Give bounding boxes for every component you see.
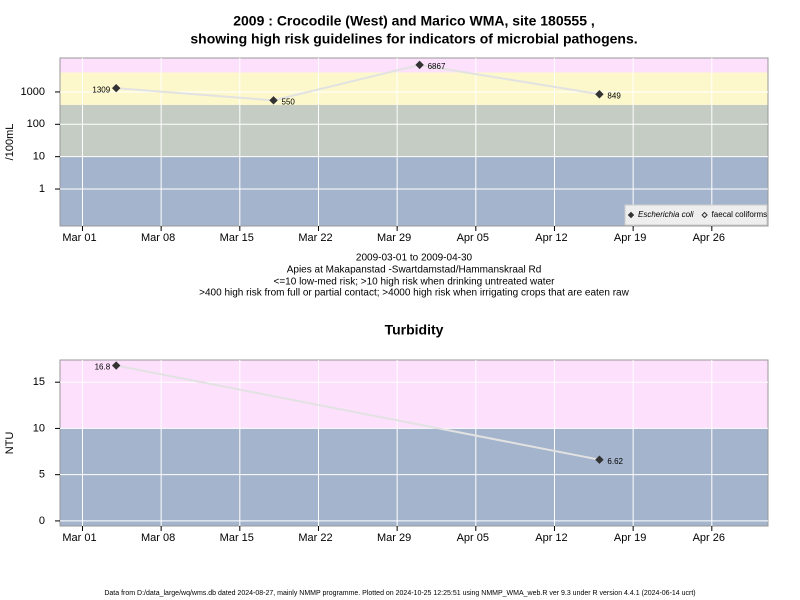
x-tick-label: Apr 19	[614, 232, 646, 244]
footer: Data from D:/data_large/wq/wms.db dated …	[104, 590, 695, 597]
y-tick-label: 100	[27, 118, 45, 130]
x-tick-label: Apr 05	[457, 532, 489, 544]
x-tick-label: Mar 22	[298, 232, 332, 244]
subtitle: <=10 low-med risk; >10 high risk when dr…	[274, 277, 556, 288]
chart-title: showing high risk guidelines for indicat…	[190, 31, 637, 47]
legend-label: Escherichia coli	[638, 210, 694, 219]
data-label: 16.8	[95, 363, 111, 372]
plot-frame	[59, 359, 769, 527]
x-tick-label: Mar 29	[377, 232, 411, 244]
data-point	[111, 361, 121, 370]
legend-marker	[627, 211, 635, 219]
data-label: 6.62	[607, 457, 623, 466]
data-point	[595, 90, 604, 99]
x-tick-label: Mar 01	[62, 532, 96, 544]
x-tick-label: Apr 12	[535, 232, 567, 244]
risk-band	[60, 72, 768, 105]
risk-band	[60, 104, 768, 157]
subtitle: Apies at Makapanstad -Swartdamstad/Hamma…	[287, 265, 542, 276]
data-label: 6867	[428, 62, 446, 71]
y-tick-label: 1	[39, 183, 45, 195]
y-tick-label: 0	[39, 515, 45, 527]
data-point	[415, 60, 424, 70]
x-tick-label: Apr 05	[457, 232, 489, 244]
y-tick-label: 10	[33, 422, 45, 434]
plot-frame	[59, 57, 769, 227]
data-point	[111, 83, 121, 93]
x-tick-label: Apr 26	[693, 532, 725, 544]
series-line	[116, 63, 600, 102]
legend-box	[624, 204, 768, 226]
y-axis-label: NTU	[4, 432, 16, 455]
legend: Escherichia coli faecal coliforms	[624, 204, 768, 226]
x-tick-label: Mar 01	[62, 232, 96, 244]
data-point	[595, 455, 604, 464]
legend-marker	[701, 211, 708, 219]
subtitle: >400 high risk from full or partial cont…	[199, 288, 629, 299]
risk-band	[60, 428, 768, 526]
data-label: 849	[607, 91, 621, 100]
y-tick-label: 10	[33, 151, 45, 163]
x-tick-label: Mar 29	[377, 532, 411, 544]
series-line	[115, 364, 600, 461]
legend-label: faecal coliforms	[712, 210, 768, 219]
x-tick-label: Apr 12	[535, 532, 567, 544]
y-tick-label: 5	[39, 469, 45, 481]
y-tick-label: 15	[33, 376, 45, 388]
data-point	[269, 96, 278, 105]
y-axis-label: /100mL	[4, 124, 16, 161]
x-tick-label: Apr 26	[693, 232, 725, 244]
y-tick-label: 1000	[21, 86, 45, 98]
data-label: 1309	[92, 85, 110, 94]
x-tick-label: Mar 22	[298, 532, 332, 544]
x-tick-label: Mar 15	[220, 532, 254, 544]
x-tick-label: Apr 19	[614, 532, 646, 544]
risk-band	[60, 360, 768, 429]
chart-title: 2009 : Crocodile (West) and Marico WMA, …	[233, 13, 595, 29]
data-label: 550	[282, 97, 296, 106]
subtitle: 2009-03-01 to 2009-04-30	[356, 253, 473, 264]
x-tick-label: Mar 15	[220, 232, 254, 244]
x-tick-label: Mar 08	[141, 232, 175, 244]
chart-title: Turbidity	[385, 322, 444, 338]
x-tick-label: Mar 08	[141, 532, 175, 544]
